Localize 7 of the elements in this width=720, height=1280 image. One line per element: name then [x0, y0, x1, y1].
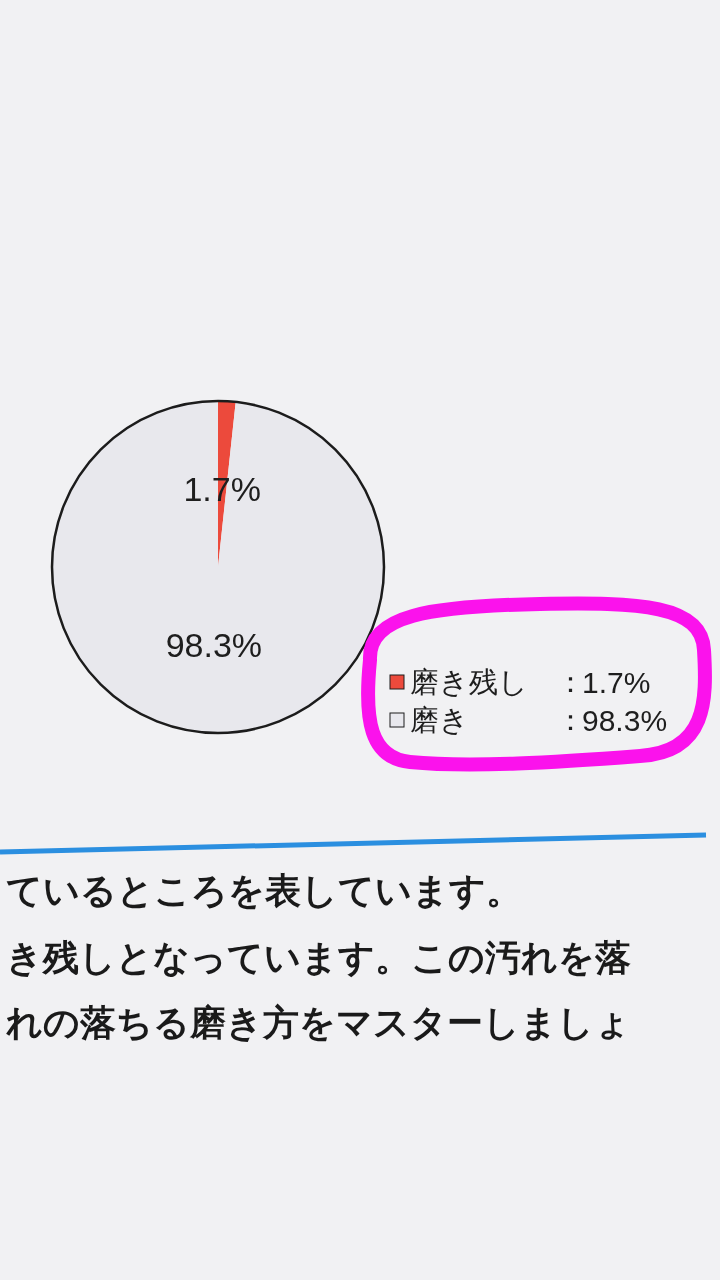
slice-label: 磨き [410, 704, 469, 736]
text: ているところを表しています。 [6, 869, 522, 911]
text: れの落ちる磨き方をマスターしましょ [6, 1001, 631, 1043]
legend-label: 磨き残し [410, 666, 528, 698]
legend: 磨き残し ：1.7% 磨き ：98.3% [389, 665, 668, 737]
text: き残しとなっています。この汚れを落 [6, 936, 631, 978]
data-label: 98.3% [165, 625, 263, 664]
